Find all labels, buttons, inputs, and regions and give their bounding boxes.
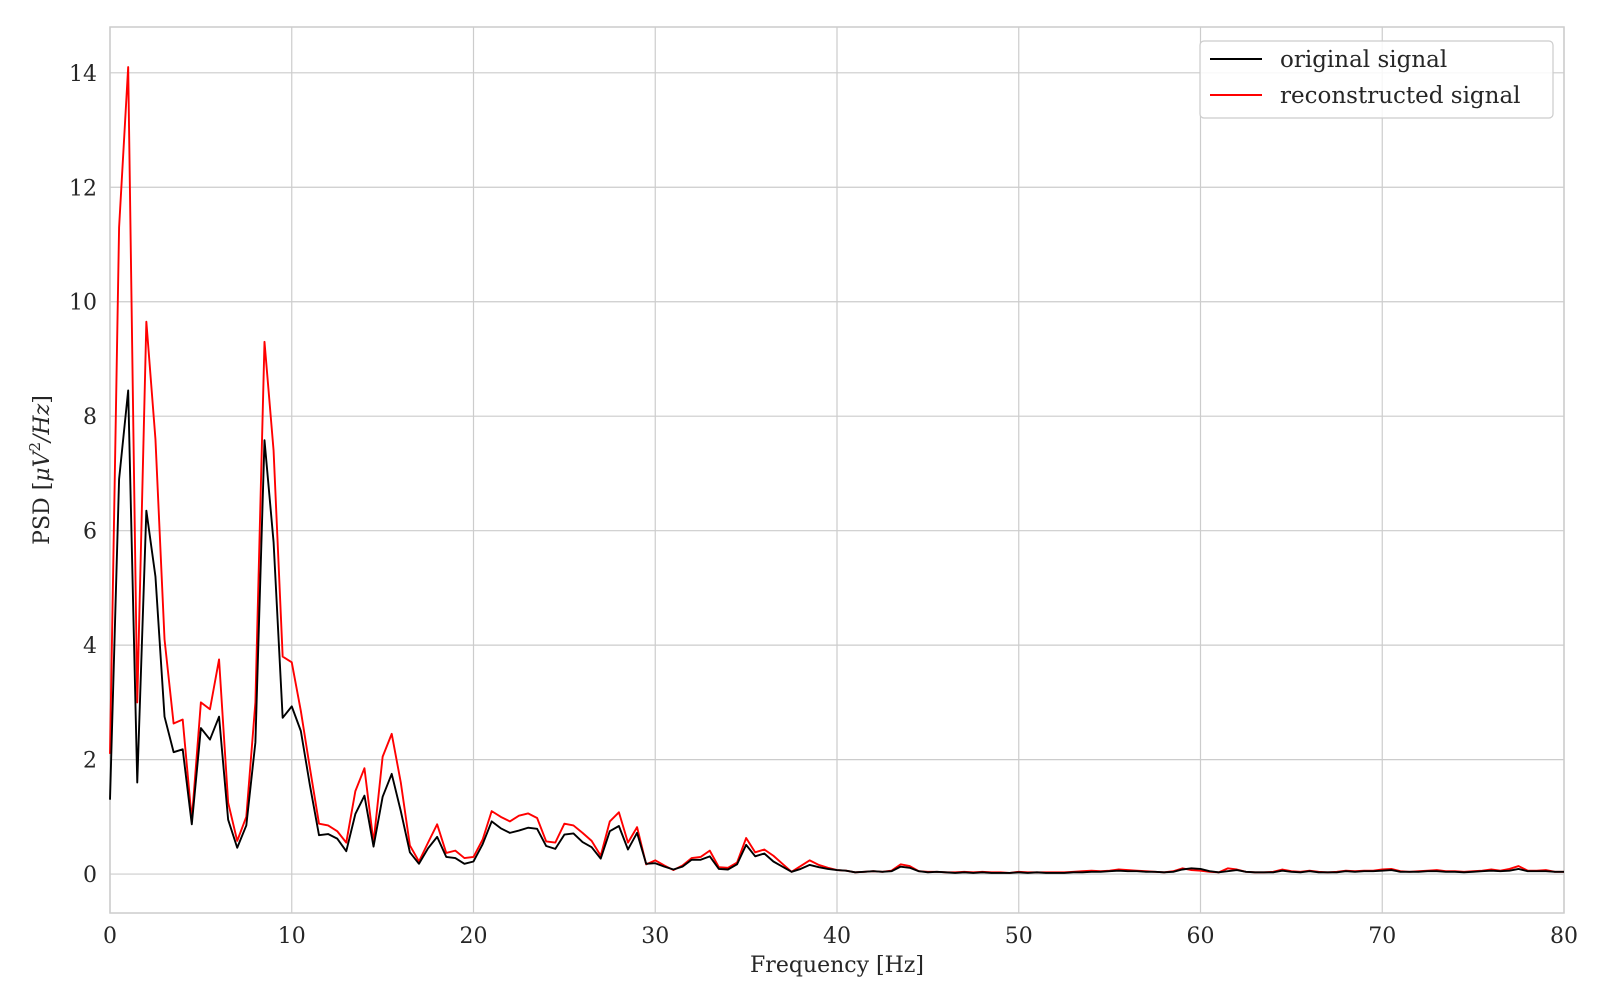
- y-tick-label: 12: [69, 176, 97, 201]
- tick-labels: 0 10 20 30 40 50 60 70 80 0 2 4 6 8 10 12 14: [69, 62, 1578, 949]
- x-tick-label: 40: [823, 924, 851, 949]
- y-axis-label-unit-hz: /Hz: [30, 403, 55, 444]
- y-tick-label: 0: [83, 863, 97, 888]
- series-layer: [109, 66, 1564, 874]
- y-axis-label-unit-mu: μV: [30, 449, 55, 481]
- x-tick-label: 0: [103, 924, 117, 949]
- legend: original signal reconstructed signal: [1199, 40, 1554, 119]
- legend-box: [1199, 40, 1554, 119]
- x-tick-label: 80: [1550, 924, 1578, 949]
- y-tick-label: 6: [83, 520, 97, 545]
- y-tick-label: 10: [69, 291, 97, 316]
- x-tick-label: 60: [1187, 924, 1215, 949]
- y-tick-label: 8: [83, 405, 97, 430]
- x-tick-label: 10: [278, 924, 306, 949]
- y-axis-label-exponent: 2: [26, 442, 44, 452]
- grid: [109, 27, 1565, 913]
- legend-label-reconstructed: reconstructed signal: [1280, 83, 1521, 109]
- y-tick-label: 2: [83, 749, 97, 774]
- plot-frame: [109, 26, 1565, 914]
- legend-label-original: original signal: [1280, 47, 1447, 73]
- x-tick-label: 70: [1368, 924, 1396, 949]
- y-axis-label-prefix: PSD [: [30, 482, 55, 545]
- y-axis-label-suffix: ]: [30, 395, 55, 404]
- x-axis-label: Frequency [Hz]: [750, 953, 924, 978]
- x-tick-label: 30: [641, 924, 669, 949]
- y-tick-label: 14: [69, 62, 97, 87]
- y-axis-label: PSD [μV2/Hz]: [26, 395, 55, 545]
- x-tick-label: 50: [1005, 924, 1033, 949]
- y-tick-label: 4: [83, 634, 97, 659]
- series-line-original: [109, 389, 1564, 874]
- x-tick-label: 20: [460, 924, 488, 949]
